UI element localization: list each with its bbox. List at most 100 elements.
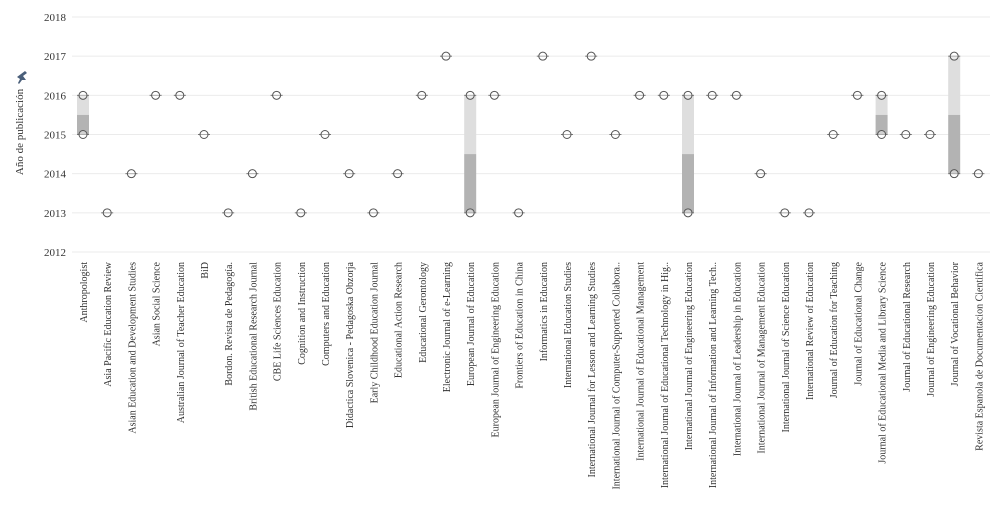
x-tick-label: Journal of Educational Change <box>853 261 864 385</box>
box-lower <box>875 114 888 135</box>
x-tick-label: Electronic Journal of e-Learning <box>442 262 453 392</box>
x-tick-label: Informatics in Education <box>539 262 550 361</box>
data-point <box>804 208 814 218</box>
y-tick-label: 2017 <box>44 51 67 63</box>
x-tick-label: International Journal of Engineering Edu… <box>684 262 695 450</box>
x-tick-label: Asian Social Science <box>152 261 163 346</box>
x-tick-label: Computers and Education <box>321 262 332 366</box>
x-tick-label: Journal of Education for Teaching <box>829 262 840 398</box>
x-tick-label: European Journal of Education <box>466 262 477 386</box>
data-point <box>877 90 887 100</box>
data-point <box>610 130 620 139</box>
data-point <box>973 169 983 179</box>
data-point <box>586 51 596 61</box>
x-tick-label: International Journal of Management Educ… <box>757 262 768 454</box>
x-tick-label: Bordon. Revista de Pedagogía. <box>224 262 235 386</box>
y-tick-label: 2015 <box>44 130 67 142</box>
x-tick-label: International Journal of Leadership in E… <box>732 262 743 456</box>
data-point <box>272 90 282 100</box>
x-tick-label: European Journal of Engineering Educatio… <box>490 262 501 438</box>
box-lower <box>77 114 89 135</box>
x-tick-label: Early Childhood Education Journal <box>369 262 380 404</box>
x-tick-label: BiD <box>200 262 211 279</box>
data-point <box>949 51 959 61</box>
x-tick-label: Journal of Educational Media and Library… <box>878 261 889 463</box>
y-tick-label: 2018 <box>44 12 67 24</box>
data-point <box>465 90 475 100</box>
data-point <box>828 130 838 139</box>
y-axis-label: Año de publicación <box>14 88 26 175</box>
box-lower <box>464 154 477 213</box>
data-point <box>538 51 548 61</box>
data-point <box>247 169 257 179</box>
data-point <box>78 90 88 100</box>
x-tick-label: International Education Studies <box>563 262 574 388</box>
data-point <box>635 90 645 100</box>
box-upper <box>682 95 694 155</box>
x-tick-label: Australian Journal of Teacher Education <box>176 262 187 423</box>
data-point <box>102 208 112 218</box>
data-point <box>441 51 451 61</box>
data-point <box>731 90 741 100</box>
box-upper <box>948 56 961 115</box>
data-point <box>683 208 693 218</box>
data-point <box>296 208 306 218</box>
data-point <box>925 130 935 139</box>
data-point <box>756 169 766 179</box>
x-tick-label: International Journal for Lesson and Lea… <box>587 262 598 478</box>
data-point <box>368 208 378 218</box>
x-tick-label: Asian Education and Development Studies <box>127 262 138 434</box>
x-tick-label: Revista Espanola de Documentacion Cienti… <box>974 261 985 450</box>
data-point <box>78 130 88 139</box>
y-tick-label: 2012 <box>44 247 66 259</box>
data-point <box>344 169 354 179</box>
box-upper <box>464 95 477 155</box>
data-point <box>223 208 233 218</box>
y-tick-label: 2014 <box>44 169 67 181</box>
x-tick-label: Didactica Slovenica - Pedagoska Obzorja <box>345 261 356 428</box>
data-point <box>489 90 499 100</box>
x-tick-label: Journal of Vocational Behavior <box>950 261 961 386</box>
data-point <box>852 90 862 100</box>
data-point <box>417 90 427 100</box>
x-tick-label: International Journal of Science Educati… <box>781 262 792 433</box>
x-tick-label: International Journal of Educational Tec… <box>660 262 671 488</box>
x-tick-label: International Journal of Educational Man… <box>636 262 647 461</box>
x-tick-label: Frontiers of Education in China <box>515 261 526 388</box>
data-point <box>707 90 717 100</box>
box-lower <box>682 154 694 213</box>
data-point <box>320 130 330 139</box>
data-point <box>199 130 209 139</box>
pin-icon <box>17 71 27 84</box>
box-upper <box>875 95 888 115</box>
box-upper <box>77 95 89 115</box>
x-tick-label: Educational Gerontology <box>418 262 429 363</box>
x-tick-label: Journal of Engineering Education <box>926 262 937 397</box>
x-tick-label: CBE Life Sciences Education <box>273 262 284 381</box>
data-point <box>393 169 403 179</box>
data-point <box>465 208 475 218</box>
x-tick-label: Asia Pacific Education Review <box>103 261 114 386</box>
x-tick-label: Journal of Educational Research <box>902 262 913 392</box>
data-point <box>175 90 185 100</box>
data-point <box>949 169 959 179</box>
x-tick-label: British Educational Research Journal <box>248 262 259 411</box>
x-tick-label: International Journal of Information and… <box>708 262 719 488</box>
data-point <box>151 90 161 100</box>
data-point <box>562 130 572 139</box>
data-point <box>901 130 911 139</box>
data-point <box>780 208 790 218</box>
x-tick-label: International Review of Education <box>805 262 816 400</box>
data-point <box>126 169 136 179</box>
data-point <box>659 90 669 100</box>
data-point <box>514 208 524 218</box>
x-tick-label: Cognition and Instruction <box>297 262 308 365</box>
y-tick-label: 2013 <box>44 208 67 220</box>
x-tick-label: Anthropologist <box>79 262 90 323</box>
x-tick-label: International Journal of Computer-Suppor… <box>611 262 622 490</box>
x-tick-label: Educational Action Research <box>394 262 405 378</box>
y-tick-label: 2016 <box>44 90 67 102</box>
box-lower <box>948 114 961 174</box>
data-point <box>683 90 693 100</box>
